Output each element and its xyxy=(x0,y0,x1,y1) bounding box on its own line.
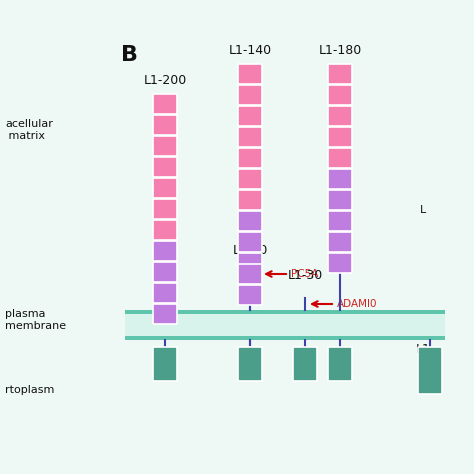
FancyBboxPatch shape xyxy=(238,211,262,231)
FancyBboxPatch shape xyxy=(238,169,262,189)
FancyBboxPatch shape xyxy=(238,285,262,305)
FancyBboxPatch shape xyxy=(328,232,352,252)
Bar xyxy=(125,310,445,340)
FancyBboxPatch shape xyxy=(238,148,262,168)
FancyBboxPatch shape xyxy=(153,262,177,282)
FancyBboxPatch shape xyxy=(238,85,262,105)
Text: L: L xyxy=(420,205,426,215)
FancyBboxPatch shape xyxy=(238,253,262,273)
FancyBboxPatch shape xyxy=(238,347,262,381)
FancyBboxPatch shape xyxy=(153,178,177,198)
Text: rtoplasm: rtoplasm xyxy=(5,385,55,395)
FancyBboxPatch shape xyxy=(238,106,262,126)
FancyBboxPatch shape xyxy=(328,148,352,168)
Text: PC5A: PC5A xyxy=(291,269,319,279)
FancyBboxPatch shape xyxy=(153,283,177,303)
FancyBboxPatch shape xyxy=(328,169,352,189)
Text: L1-: L1- xyxy=(416,343,436,356)
FancyBboxPatch shape xyxy=(238,190,262,210)
FancyBboxPatch shape xyxy=(153,347,177,381)
FancyBboxPatch shape xyxy=(238,347,262,381)
FancyBboxPatch shape xyxy=(238,232,262,252)
FancyBboxPatch shape xyxy=(238,264,262,284)
Bar xyxy=(125,314,445,336)
FancyBboxPatch shape xyxy=(328,190,352,210)
FancyBboxPatch shape xyxy=(328,106,352,126)
FancyBboxPatch shape xyxy=(153,115,177,135)
Text: B: B xyxy=(121,45,138,65)
FancyBboxPatch shape xyxy=(153,157,177,177)
Text: plasma
membrane: plasma membrane xyxy=(5,309,66,331)
FancyBboxPatch shape xyxy=(238,127,262,147)
FancyBboxPatch shape xyxy=(238,64,262,84)
Text: L1-180: L1-180 xyxy=(319,44,362,57)
Text: L1-80: L1-80 xyxy=(232,244,268,257)
FancyBboxPatch shape xyxy=(328,211,352,231)
Text: L1-30: L1-30 xyxy=(287,269,323,282)
Text: L1-140: L1-140 xyxy=(228,44,272,57)
FancyBboxPatch shape xyxy=(293,347,317,381)
FancyBboxPatch shape xyxy=(328,64,352,84)
Text: ADAMI0: ADAMI0 xyxy=(337,299,377,309)
Text: acellular
 matrix: acellular matrix xyxy=(5,119,53,141)
FancyBboxPatch shape xyxy=(153,220,177,240)
FancyBboxPatch shape xyxy=(153,241,177,261)
FancyBboxPatch shape xyxy=(153,136,177,156)
Text: L1-200: L1-200 xyxy=(143,74,187,87)
FancyBboxPatch shape xyxy=(153,304,177,324)
FancyBboxPatch shape xyxy=(153,94,177,114)
FancyBboxPatch shape xyxy=(153,199,177,219)
FancyBboxPatch shape xyxy=(328,253,352,273)
FancyBboxPatch shape xyxy=(418,347,442,394)
FancyBboxPatch shape xyxy=(328,347,352,381)
FancyBboxPatch shape xyxy=(328,127,352,147)
FancyBboxPatch shape xyxy=(328,85,352,105)
